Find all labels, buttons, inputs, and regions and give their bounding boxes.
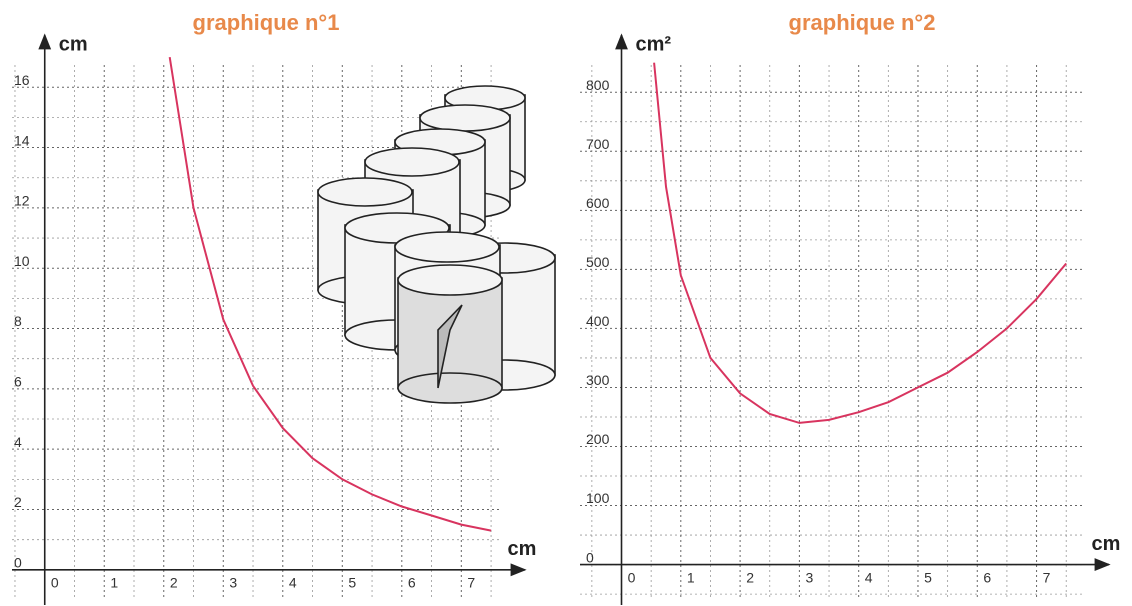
x-tick-label: 7 [1043, 569, 1051, 585]
x-tick-label: 0 [51, 575, 59, 591]
curve [654, 63, 1066, 423]
y-tick-label: 700 [586, 136, 610, 152]
cylinders-illustration [318, 86, 555, 403]
y-tick-label: 4 [14, 434, 22, 450]
x-tick-label: 1 [110, 575, 118, 591]
x-tick-label: 2 [746, 569, 754, 585]
x-tick-label: 6 [408, 575, 416, 591]
y-tick-label: 800 [586, 77, 610, 93]
chart-title: graphique n°2 [789, 10, 936, 35]
y-tick-label: 2 [14, 494, 22, 510]
chart: 0 1 2 3 4 5 6 7 0 100 200 300 400 500 600 700 800 graphiq… [580, 10, 1120, 605]
x-tick-label: 0 [628, 569, 636, 585]
chart-title: graphique n°1 [193, 10, 340, 35]
x-tick-label: 3 [805, 569, 813, 585]
y-tick-label: 12 [14, 193, 30, 209]
y-tick-label: 200 [586, 431, 610, 447]
x-tick-label: 1 [687, 569, 695, 585]
x-tick-label: 2 [170, 575, 178, 591]
x-tick-label: 7 [467, 575, 475, 591]
x-tick-label: 4 [865, 569, 873, 585]
y-tick-label: 14 [14, 132, 30, 148]
y-tick-label: 400 [586, 313, 610, 329]
y-tick-label: 10 [14, 253, 30, 269]
x-tick-label: 4 [289, 575, 297, 591]
y-tick-label: 8 [14, 313, 22, 329]
x-tick-label: 6 [983, 569, 991, 585]
x-axis-label: cm [1092, 533, 1121, 555]
x-axis-label: cm [508, 538, 537, 560]
y-tick-label: 16 [14, 72, 30, 88]
x-tick-label: 3 [229, 575, 237, 591]
y-tick-label: 6 [14, 374, 22, 390]
y-axis-label: cm [59, 33, 88, 55]
y-tick-label: 0 [14, 555, 22, 571]
y-tick-label: 600 [586, 195, 610, 211]
page: 012345670246810121416graphique n°1cmcm01… [0, 0, 1132, 606]
y-tick-label: 300 [586, 372, 610, 388]
y-axis-label: cm² [636, 33, 672, 55]
y-tick-label: 0 [586, 549, 594, 565]
y-tick-label: 100 [586, 490, 610, 506]
x-tick-label: 5 [348, 575, 356, 591]
x-tick-label: 5 [924, 569, 932, 585]
y-tick-label: 500 [586, 254, 610, 270]
